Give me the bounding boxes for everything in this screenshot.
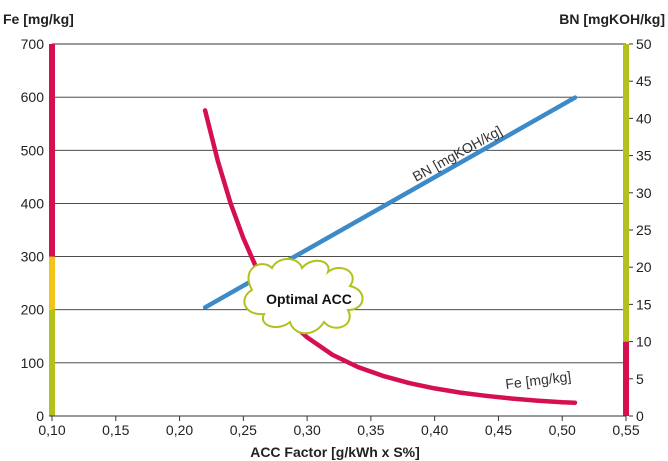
right-color-band — [623, 44, 629, 342]
x-tick-label: 0,50 — [549, 422, 576, 438]
right-color-band — [623, 341, 629, 416]
y-right-tick-label: 5 — [636, 371, 644, 387]
y-right-tick-label: 25 — [636, 222, 652, 238]
bn-series-label: BN [mgKOH/kg] — [410, 122, 505, 184]
y-right-tick-label: 45 — [636, 73, 652, 89]
y-right-tick-label: 10 — [636, 334, 652, 350]
fe-series-label: Fe [mg/kg] — [504, 368, 572, 392]
left-color-band — [49, 44, 55, 257]
y-left-tick-label: 500 — [21, 142, 45, 158]
y-left-tick-label: 700 — [21, 36, 45, 52]
x-tick-label: 0,20 — [166, 422, 193, 438]
x-tick-label: 0,35 — [357, 422, 384, 438]
y-right-tick-label: 50 — [636, 36, 652, 52]
series-labels: BN [mgKOH/kg] Fe [mg/kg] — [410, 122, 572, 392]
optimal-acc-label: Optimal ACC — [266, 291, 352, 307]
x-tick-label: 0,25 — [230, 422, 257, 438]
series-lines — [202, 95, 578, 405]
y-right-tick-label: 20 — [636, 259, 652, 275]
x-tick-label: 0,10 — [38, 422, 65, 438]
x-tick-label: 0,15 — [102, 422, 129, 438]
y-right-tick-label: 30 — [636, 185, 652, 201]
x-tick-label: 0,45 — [485, 422, 512, 438]
y-left-tick-label: 600 — [21, 89, 45, 105]
y-axis-left-title: Fe [mg/kg] — [3, 11, 74, 27]
tick-labels: 0,10 0,15 0,20 0,25 0,30 0,35 0,40 0,45 0,50 0,55… — [21, 36, 652, 438]
fe-series-line — [202, 108, 578, 405]
y-right-tick-label: 15 — [636, 296, 652, 312]
y-left-tick-label: 200 — [21, 302, 45, 318]
y-right-tick-label: 0 — [636, 408, 644, 424]
color-bands — [49, 44, 629, 416]
x-tick-label: 0,55 — [612, 422, 639, 438]
optimal-acc-cloud: Optimal ACC — [243, 258, 364, 335]
left-color-band — [49, 256, 55, 310]
x-axis-title: ACC Factor [g/kWh x S%] — [250, 444, 420, 460]
y-left-tick-label: 400 — [21, 195, 45, 211]
x-tick-label: 0,40 — [421, 422, 448, 438]
y-left-tick-label: 0 — [36, 408, 44, 424]
y-left-tick-label: 100 — [21, 355, 45, 371]
y-axis-right-title: BN [mgKOH/kg] — [559, 11, 665, 27]
left-color-band — [49, 309, 55, 416]
y-right-tick-label: 40 — [636, 110, 652, 126]
x-tick-label: 0,30 — [293, 422, 320, 438]
y-right-tick-label: 35 — [636, 148, 652, 164]
cloud-shape — [243, 258, 364, 335]
y-left-tick-label: 300 — [21, 249, 45, 265]
